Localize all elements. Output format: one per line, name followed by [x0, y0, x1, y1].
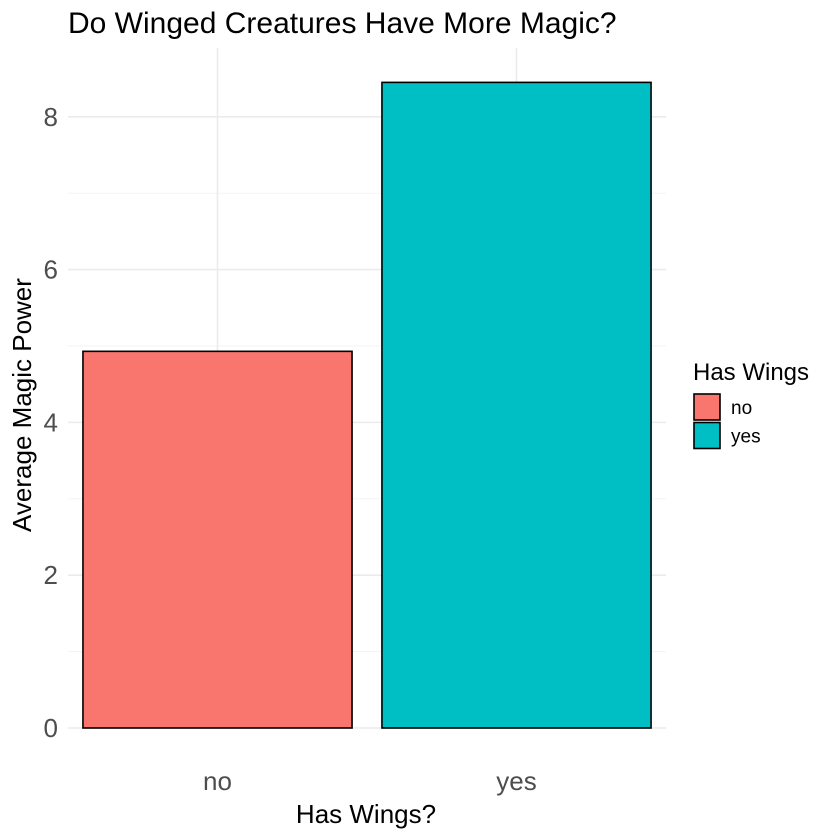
bar-no	[82, 350, 353, 729]
legend-swatch-no	[693, 393, 721, 421]
legend: Has Wings no yes	[693, 359, 809, 450]
legend-keys: no yes	[693, 393, 761, 450]
y-tick-label: 8	[44, 102, 58, 132]
y-tick-label: 4	[44, 407, 58, 437]
x-tick-label-no: no	[203, 766, 232, 796]
chart-title: Do Winged Creatures Have More Magic?	[68, 7, 617, 40]
bars	[82, 81, 652, 729]
legend-label-yes: yes	[731, 427, 761, 448]
y-axis-ticks: 0 2 4 6 8	[44, 102, 58, 743]
y-axis-title: Average Magic Power	[7, 278, 37, 532]
legend-label-no: no	[731, 398, 752, 419]
bar-yes	[381, 81, 652, 729]
legend-swatch-yes	[693, 421, 721, 450]
legend-title: Has Wings	[693, 359, 809, 386]
x-tick-label-yes: yes	[496, 766, 536, 796]
y-tick-label: 2	[44, 560, 58, 590]
y-tick-label: 6	[44, 255, 58, 285]
y-tick-label: 0	[44, 713, 58, 743]
plot-panel: 0 2 4 6 8 no yes	[44, 48, 666, 796]
x-axis-ticks: no yes	[203, 766, 537, 796]
x-axis-title: Has Wings?	[296, 799, 436, 829]
